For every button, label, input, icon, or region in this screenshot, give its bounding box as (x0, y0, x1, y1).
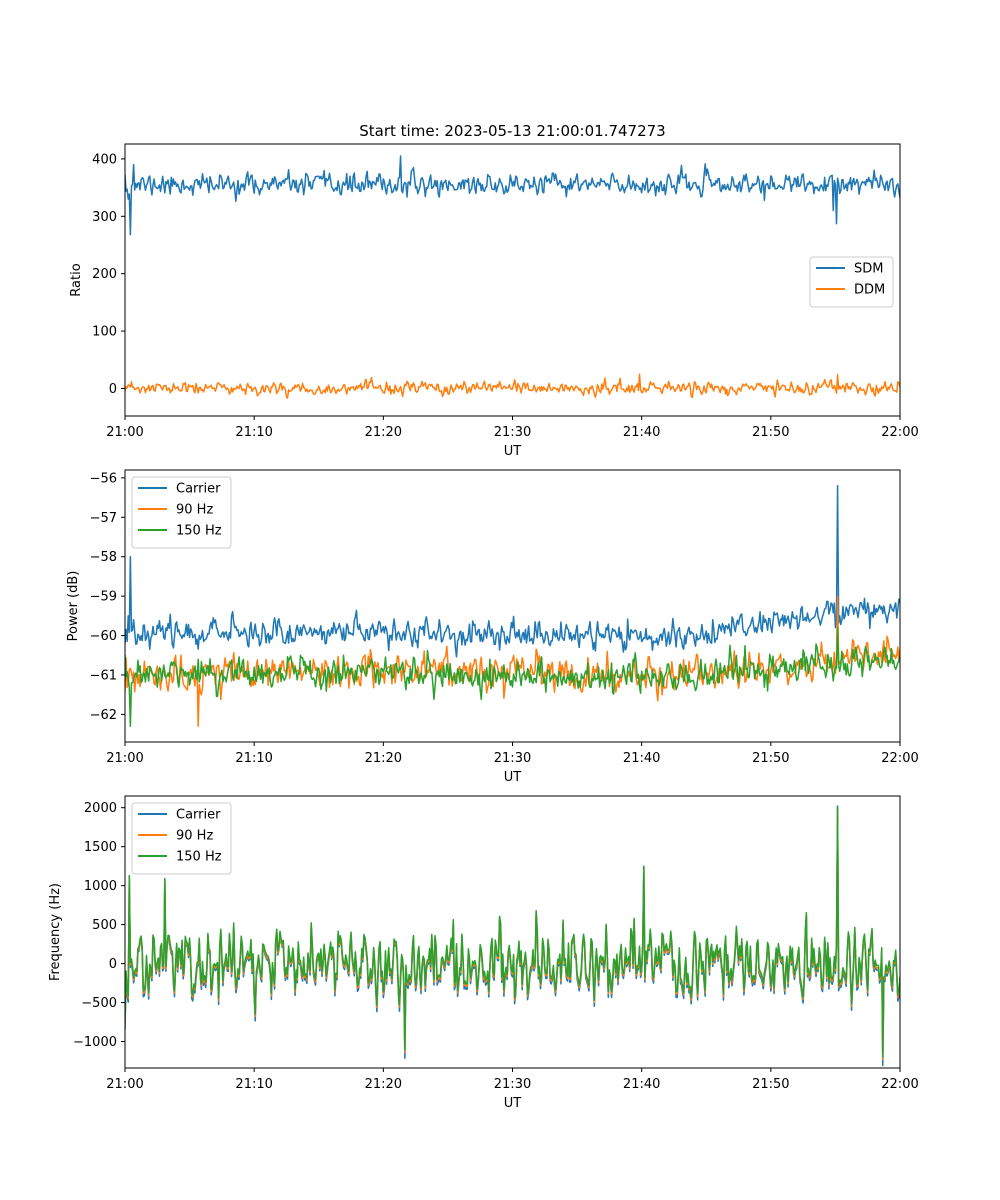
legend-label: 90 Hz (176, 829, 213, 844)
legend-label: 150 Hz (176, 524, 222, 539)
x-tick-label: 21:40 (623, 1077, 660, 1092)
y-tick-label: −56 (90, 471, 117, 486)
y-axis-label: Power (dB) (66, 571, 81, 642)
chart-title: Start time: 2023-05-13 21:00:01.747273 (359, 122, 665, 140)
legend-ratio: SDM DDM (809, 256, 894, 308)
y-tick-label: −60 (90, 629, 117, 644)
y-tick-label: 0 (109, 957, 117, 972)
series-line-ratio-ddm (125, 373, 900, 399)
x-tick-label: 21:30 (494, 425, 531, 440)
x-tick-label: 21:10 (235, 751, 272, 766)
x-tick-label: 21:40 (623, 425, 660, 440)
legend-label: DDM (854, 283, 885, 298)
x-tick-label: 22:00 (881, 751, 918, 766)
x-tick-label: 21:50 (752, 751, 789, 766)
y-tick-label: 1000 (84, 879, 117, 894)
x-tick-label: 21:20 (365, 1077, 402, 1092)
chart-panel-power: 21:00 21:10 21:20 21:30 21:40 21:50 22:00 −62 −6… (66, 469, 919, 785)
legend-frequency: Carrier 90 Hz 150 Hz (131, 802, 232, 875)
x-axis-label: UT (504, 770, 522, 785)
x-tick-label: 21:20 (365, 425, 402, 440)
y-tick-label: 0 (109, 382, 117, 397)
series-group-power (125, 485, 900, 727)
legend-power: Carrier 90 Hz 150 Hz (131, 476, 232, 549)
legend-label: 90 Hz (176, 503, 213, 518)
x-tick-label: 21:30 (494, 1077, 531, 1092)
x-tick-label: 22:00 (881, 425, 918, 440)
x-tick-label: 21:40 (623, 751, 660, 766)
x-tick-label: 21:20 (365, 751, 402, 766)
x-axis-label: UT (504, 1096, 522, 1111)
chart-panels: 21:00 21:10 21:20 21:30 21:40 21:50 22:00 0 100 2… (48, 143, 919, 1111)
chart-panel-frequency: 21:00 21:10 21:20 21:30 21:40 21:50 22:00 −1000… (48, 795, 919, 1111)
legend-label: 150 Hz (176, 850, 222, 865)
x-tick-label: 21:50 (752, 425, 789, 440)
y-tick-label: −1000 (73, 1035, 117, 1050)
x-tick-label: 21:00 (106, 751, 143, 766)
x-tick-label: 21:30 (494, 751, 531, 766)
y-tick-label: 300 (92, 210, 117, 225)
series-line-power-150-hz (125, 626, 900, 727)
y-tick-label: 100 (92, 325, 117, 340)
chart-panel-ratio: 21:00 21:10 21:20 21:30 21:40 21:50 22:00 0 100 2… (69, 143, 919, 459)
x-axis-label: UT (504, 444, 522, 459)
x-tick-label: 21:10 (235, 1077, 272, 1092)
legend-box (809, 256, 894, 308)
y-tick-label: 200 (92, 267, 117, 282)
series-line-power-carrier (125, 485, 900, 658)
y-tick-label: 500 (92, 918, 117, 933)
y-tick-label: 1500 (84, 840, 117, 855)
y-axis-label: Ratio (69, 263, 84, 296)
y-tick-label: −57 (90, 511, 117, 526)
y-tick-label: −61 (90, 668, 117, 683)
x-tick-label: 21:10 (235, 425, 272, 440)
legend-label: Carrier (176, 808, 221, 823)
x-tick-label: 21:00 (106, 1077, 143, 1092)
y-tick-label: −58 (90, 550, 117, 565)
series-line-frequency-150-hz (125, 806, 900, 1058)
series-group-frequency (125, 805, 900, 1067)
x-tick-label: 21:00 (106, 425, 143, 440)
series-line-power-90-hz (125, 595, 900, 727)
y-tick-label: −59 (90, 590, 117, 605)
legend-label: Carrier (176, 482, 221, 497)
x-tick-label: 21:50 (752, 1077, 789, 1092)
y-tick-label: 400 (92, 152, 117, 167)
series-line-ratio-sdm (125, 155, 900, 236)
legend-label: SDM (854, 262, 883, 277)
y-axis-label: Frequency (Hz) (48, 883, 63, 981)
y-tick-label: −62 (90, 708, 117, 723)
x-tick-label: 22:00 (881, 1077, 918, 1092)
y-tick-label: −500 (81, 996, 117, 1011)
series-group-ratio (125, 155, 900, 399)
y-tick-label: 2000 (84, 801, 117, 816)
